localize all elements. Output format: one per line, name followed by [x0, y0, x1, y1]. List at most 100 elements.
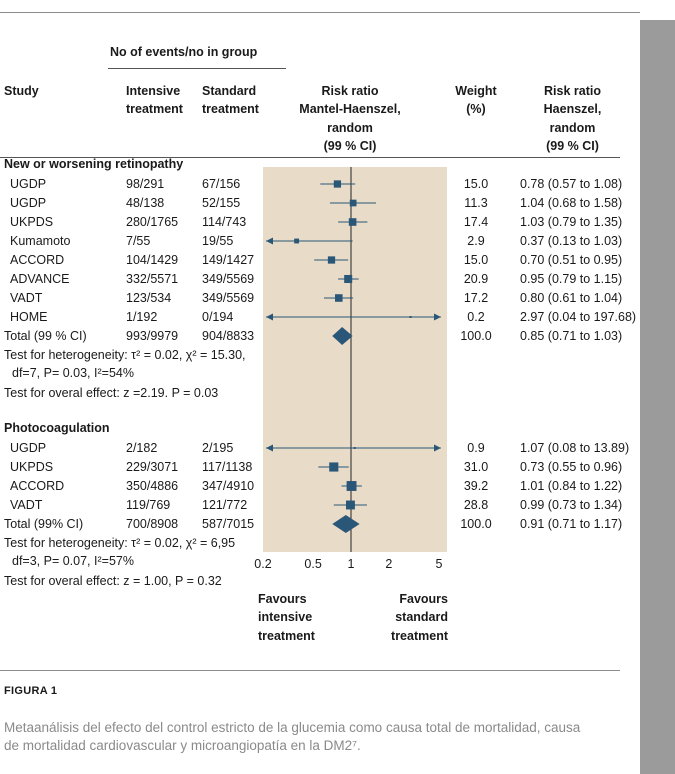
study-rr-ci: 2.97 (0.04 to 197.68)	[520, 310, 637, 324]
intensive-header-line2: treatment	[126, 102, 183, 116]
favours-right-line2: standard	[395, 610, 448, 624]
standard-events: 349/5569	[202, 272, 255, 286]
standard-events: 349/5569	[202, 291, 255, 305]
page-sidebar-bar	[640, 20, 675, 774]
weight-header-line1: Weight	[455, 84, 497, 98]
intensive-events: 1/192	[126, 310, 158, 324]
study-name: ADVANCE	[10, 272, 70, 286]
standard-events: 121/772	[202, 498, 248, 512]
ci-arrow-right	[434, 313, 441, 321]
rr-text-header-line4: (99 % CI)	[546, 139, 599, 153]
study-name: UKPDS	[10, 460, 54, 474]
standard-events: 2/195	[202, 441, 234, 455]
study-name: ACCORD	[10, 479, 65, 493]
heterogeneity-stats: df=7, P= 0.03, I²=54%	[12, 366, 134, 380]
study-rr-ci: 0.37 (0.13 to 1.03)	[520, 234, 623, 248]
group-title: New or worsening retinopathy	[4, 157, 184, 171]
study-name: VADT	[10, 498, 43, 512]
group-title: Photocoagulation	[4, 421, 110, 435]
standard-header-line1: Standard	[202, 84, 257, 98]
point-estimate	[348, 218, 357, 226]
study-name: UKPDS	[10, 215, 54, 229]
rr-header-line3: random	[327, 121, 373, 135]
heterogeneity-test: Test for heterogeneity: τ² = 0.02, χ² = …	[4, 348, 246, 362]
point-estimate	[409, 316, 412, 318]
study-rr-ci: 0.99 (0.73 to 1.34)	[520, 498, 623, 512]
rr-header-line1: Risk ratio	[321, 84, 379, 98]
total-weight: 100.0	[460, 517, 492, 531]
point-estimate	[329, 462, 339, 472]
study-weight: 17.4	[463, 215, 489, 229]
ci-arrow-right	[434, 444, 441, 452]
study-name: UGDP	[10, 441, 47, 455]
rr-header-line4: (99 % CI)	[323, 139, 377, 153]
study-rr-ci: 1.03 (0.79 to 1.35)	[520, 215, 623, 229]
study-rr-ci: 0.80 (0.61 to 1.04)	[520, 291, 623, 305]
overall-effect-test: Test for overal effect: z = 1.00, P = 0.…	[4, 574, 222, 588]
study-weight: 11.3	[464, 196, 488, 210]
favours-left-line1: Favours	[258, 592, 307, 606]
standard-events: 117/1138	[202, 460, 253, 474]
top-rule	[0, 12, 640, 13]
point-estimate	[294, 238, 300, 244]
study-name: HOME	[10, 310, 48, 324]
favours-left-line3: treatment	[258, 629, 315, 643]
point-estimate	[346, 481, 357, 491]
study-weight: 39.2	[463, 479, 489, 493]
study-name: UGDP	[10, 196, 47, 210]
total-label: Total (99 % CI)	[4, 329, 87, 343]
study-name: VADT	[10, 291, 43, 305]
x-tick-label: 1	[347, 557, 355, 571]
point-estimate	[327, 256, 336, 264]
figure-label: FIGURA 1	[4, 685, 58, 697]
header-rule	[0, 157, 620, 158]
total-weight: 100.0	[460, 329, 492, 343]
study-rr-ci: 1.01 (0.84 to 1.22)	[520, 479, 623, 493]
study-weight: 17.2	[463, 291, 489, 305]
rr-text-header-line2: Haenszel,	[543, 102, 602, 116]
events-group-header: No of events/no in group	[110, 45, 258, 59]
figure-rule	[0, 670, 620, 671]
intensive-events: 98/291	[126, 177, 165, 191]
study-rr-ci: 0.70 (0.51 to 0.95)	[520, 253, 623, 267]
study-weight: 28.8	[463, 498, 489, 512]
overall-effect-test: Test for overal effect: z =2.19. P = 0.0…	[4, 386, 219, 400]
total-intensive: 700/8908	[126, 517, 179, 531]
study-name: ACCORD	[10, 253, 65, 267]
point-estimate	[345, 500, 355, 510]
rr-header-line2: Mantel-Haenszel,	[299, 102, 401, 116]
intensive-events: 2/182	[126, 441, 158, 455]
ci-arrow-left	[266, 237, 273, 245]
study-weight: 31.0	[463, 460, 489, 474]
intensive-events: 332/5571	[126, 272, 179, 286]
favours-right-line3: treatment	[391, 629, 448, 643]
rr-text-header-line3: random	[549, 121, 596, 135]
point-estimate	[349, 199, 357, 207]
study-rr-ci: 1.07 (0.08 to 13.89)	[520, 441, 630, 455]
x-tick-label: 0.2	[254, 557, 272, 571]
standard-events: 52/155	[202, 196, 241, 210]
intensive-events: 123/534	[126, 291, 172, 305]
point-estimate	[335, 294, 343, 302]
intensive-events: 48/138	[126, 196, 165, 210]
point-estimate	[333, 180, 342, 188]
study-rr-ci: 0.78 (0.57 to 1.08)	[520, 177, 623, 191]
study-rr-ci: 0.73 (0.55 to 0.96)	[520, 460, 623, 474]
standard-events: 114/743	[202, 215, 247, 229]
total-rr-ci: 0.85 (0.71 to 1.03)	[520, 329, 623, 343]
intensive-header-line1: Intensive	[126, 84, 181, 98]
point-estimate	[353, 447, 356, 449]
study-weight: 15.0	[463, 177, 489, 191]
intensive-events: 119/769	[126, 498, 171, 512]
standard-events: 19/55	[202, 234, 234, 248]
figure-caption: Metaanálisis del efecto del control estr…	[4, 720, 581, 753]
events-header-rule	[108, 68, 286, 69]
study-header: Study	[4, 84, 39, 98]
study-weight: 0.2	[467, 310, 485, 324]
x-tick-label: 5	[435, 557, 443, 571]
ci-arrow-left	[266, 444, 273, 452]
pooled-diamond	[332, 515, 360, 533]
total-standard: 904/8833	[202, 329, 255, 343]
total-standard: 587/7015	[202, 517, 255, 531]
